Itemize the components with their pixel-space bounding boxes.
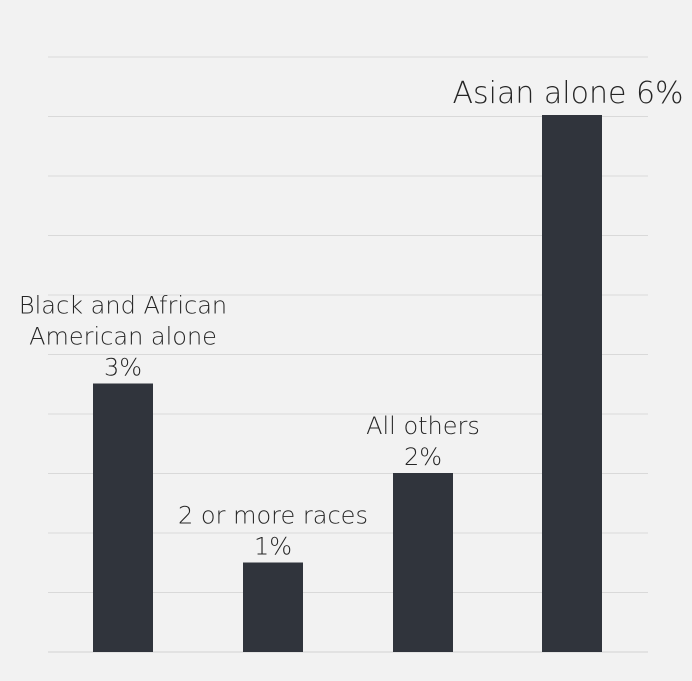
data-label: 3% xyxy=(104,354,142,382)
data-label: 2 or more races xyxy=(178,502,368,530)
bar xyxy=(93,383,153,652)
data-label: Asian alone 6% xyxy=(452,76,683,111)
data-label: 2% xyxy=(404,443,442,471)
data-label: All others xyxy=(366,412,480,440)
data-label: 1% xyxy=(254,533,292,561)
data-label: American alone xyxy=(29,323,217,351)
bar xyxy=(542,115,602,652)
data-labels: Black and African American alone 3% 2 or mo… xyxy=(19,76,684,561)
data-label: Black and African xyxy=(19,292,227,320)
bar xyxy=(393,473,453,652)
bar xyxy=(243,562,303,652)
bars xyxy=(93,115,602,652)
